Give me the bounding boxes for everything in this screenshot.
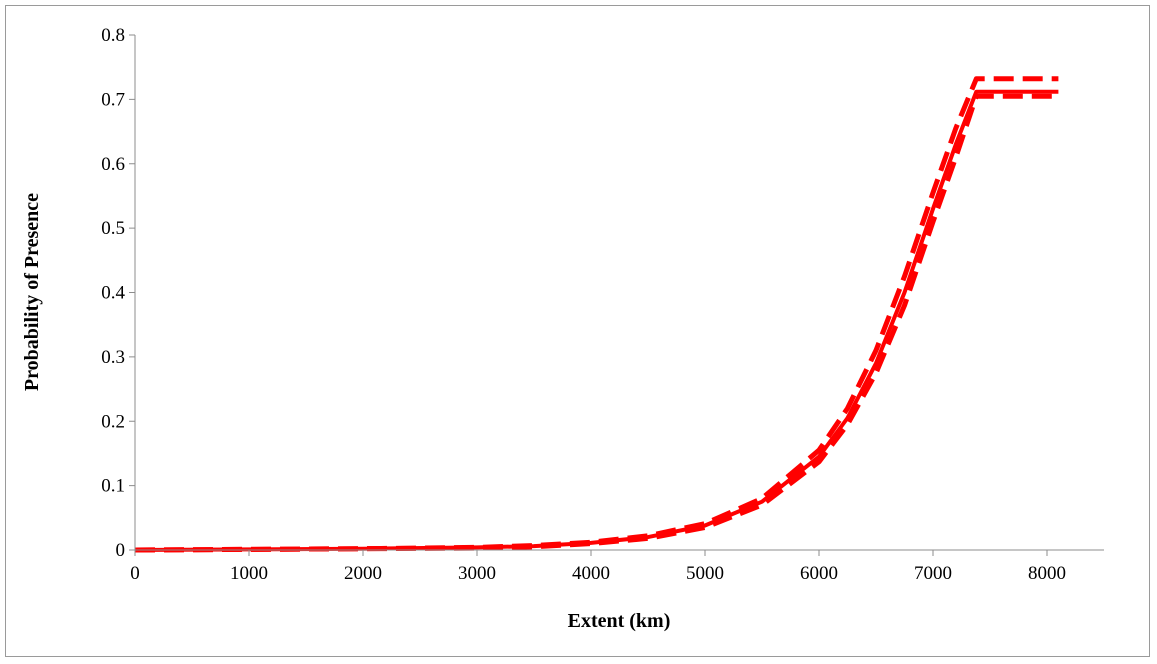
axes-layer: 0 0.1 0.2 0.3 0.4 0.5 0.6 0.7 0.8 0 1000 2000 3000 40…	[101, 25, 1104, 584]
y-tick-label: 0.7	[101, 89, 125, 110]
y-tick-label: 0.4	[101, 283, 125, 304]
series-line-solid	[134, 89, 1059, 552]
series-line-dashed	[134, 93, 1059, 553]
x-tick-label: 5000	[686, 563, 724, 584]
y-axis-title: Probability of Presence	[21, 193, 43, 391]
y-tick-label: 0.5	[101, 218, 125, 239]
y-tick-label: 0.6	[101, 154, 125, 175]
x-tick-label: 0	[130, 563, 140, 584]
series-layer	[134, 76, 1059, 553]
x-tick-label: 7000	[914, 563, 952, 584]
x-tick-label: 4000	[572, 563, 610, 584]
x-tick-label: 3000	[458, 563, 496, 584]
y-tick-label: 0.2	[101, 411, 125, 432]
x-tick-label: 8000	[1028, 563, 1066, 584]
x-tick-label: 6000	[800, 563, 838, 584]
y-tick-label: 0.8	[101, 25, 125, 46]
y-tick-label: 0.1	[101, 476, 125, 497]
series-line-dashed	[134, 76, 1059, 553]
x-axis-title: Extent (km)	[568, 610, 671, 632]
y-tick-label: 0.3	[101, 347, 125, 368]
y-tick-label: 0	[116, 540, 126, 561]
x-tick-label: 2000	[344, 563, 382, 584]
x-tick-label: 1000	[230, 563, 268, 584]
